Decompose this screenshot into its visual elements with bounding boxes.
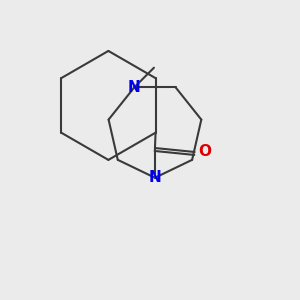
Text: N: N xyxy=(128,80,141,95)
Text: N: N xyxy=(148,170,161,185)
Text: O: O xyxy=(198,145,211,160)
